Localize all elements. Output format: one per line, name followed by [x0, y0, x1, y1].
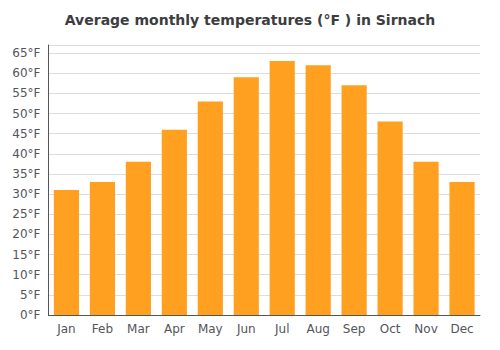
- svg-text:55°F: 55°F: [12, 86, 40, 100]
- svg-text:Oct: Oct: [380, 322, 401, 336]
- svg-text:65°F: 65°F: [12, 46, 40, 60]
- svg-text:May: May: [198, 322, 223, 336]
- svg-text:Jun: Jun: [236, 322, 256, 336]
- svg-text:30°F: 30°F: [12, 187, 40, 201]
- svg-text:Average monthly temperatures (: Average monthly temperatures (°F ) in Si…: [65, 12, 435, 28]
- svg-text:50°F: 50°F: [12, 107, 40, 121]
- svg-text:Dec: Dec: [450, 322, 473, 336]
- svg-text:45°F: 45°F: [12, 127, 40, 141]
- svg-text:Apr: Apr: [164, 322, 185, 336]
- svg-text:Sep: Sep: [343, 322, 366, 336]
- svg-text:15°F: 15°F: [12, 248, 40, 262]
- svg-text:35°F: 35°F: [12, 167, 40, 181]
- svg-text:10°F: 10°F: [12, 268, 40, 282]
- svg-text:Jan: Jan: [56, 322, 76, 336]
- svg-text:40°F: 40°F: [12, 147, 40, 161]
- svg-text:60°F: 60°F: [12, 66, 40, 80]
- svg-text:20°F: 20°F: [12, 227, 40, 241]
- svg-text:Feb: Feb: [92, 322, 113, 336]
- svg-text:Mar: Mar: [127, 322, 150, 336]
- svg-text:0°F: 0°F: [20, 308, 41, 322]
- svg-text:Nov: Nov: [414, 322, 437, 336]
- svg-text:5°F: 5°F: [20, 288, 41, 302]
- svg-text:Aug: Aug: [306, 322, 329, 336]
- svg-text:Jul: Jul: [274, 322, 289, 336]
- svg-text:25°F: 25°F: [12, 207, 40, 221]
